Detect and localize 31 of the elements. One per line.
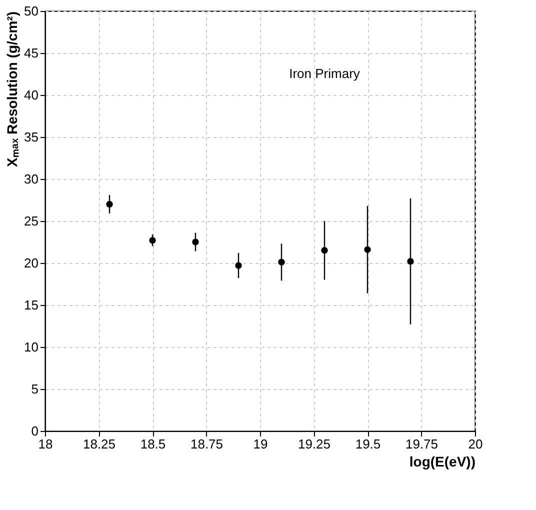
y-tick-label: 40 — [24, 88, 38, 102]
y-tick-label: 15 — [24, 298, 38, 312]
y-tick-label: 0 — [31, 424, 38, 438]
y-tick-label: 25 — [24, 214, 38, 228]
point — [278, 258, 285, 266]
y-tick-label: 5 — [31, 382, 38, 396]
x-tick-label: 19.5 — [355, 436, 381, 452]
point — [321, 247, 328, 254]
x-tick-label: 20 — [468, 436, 483, 452]
x-tick-label: 19.25 — [298, 436, 331, 452]
y-tick-label: 10 — [24, 340, 38, 354]
x-tick-label: 18.25 — [82, 436, 116, 452]
x-tick-label: 19 — [253, 436, 268, 452]
x-axis-title: log(E(eV)) — [409, 454, 476, 470]
y-axis-title: Xₘₐₓ Resolution (g/cm²) — [4, 12, 20, 168]
x-tick-label: 18.75 — [190, 436, 224, 452]
x-tick-label: 18 — [38, 436, 53, 452]
x-tick-label: 18.5 — [140, 436, 166, 452]
point — [192, 238, 199, 246]
y-tick-label: 30 — [24, 172, 38, 186]
y-tick-label: 35 — [24, 130, 38, 144]
point — [149, 236, 156, 244]
y-tick-label: 20 — [24, 256, 38, 270]
point — [106, 200, 113, 208]
y-tick-label: 45 — [24, 46, 38, 60]
point — [364, 246, 371, 253]
point — [235, 262, 242, 269]
x-tick-label: 19.75 — [405, 436, 438, 452]
annotation: Iron Primary — [289, 66, 360, 81]
point — [407, 258, 414, 265]
y-tick-label: 50 — [24, 4, 38, 18]
